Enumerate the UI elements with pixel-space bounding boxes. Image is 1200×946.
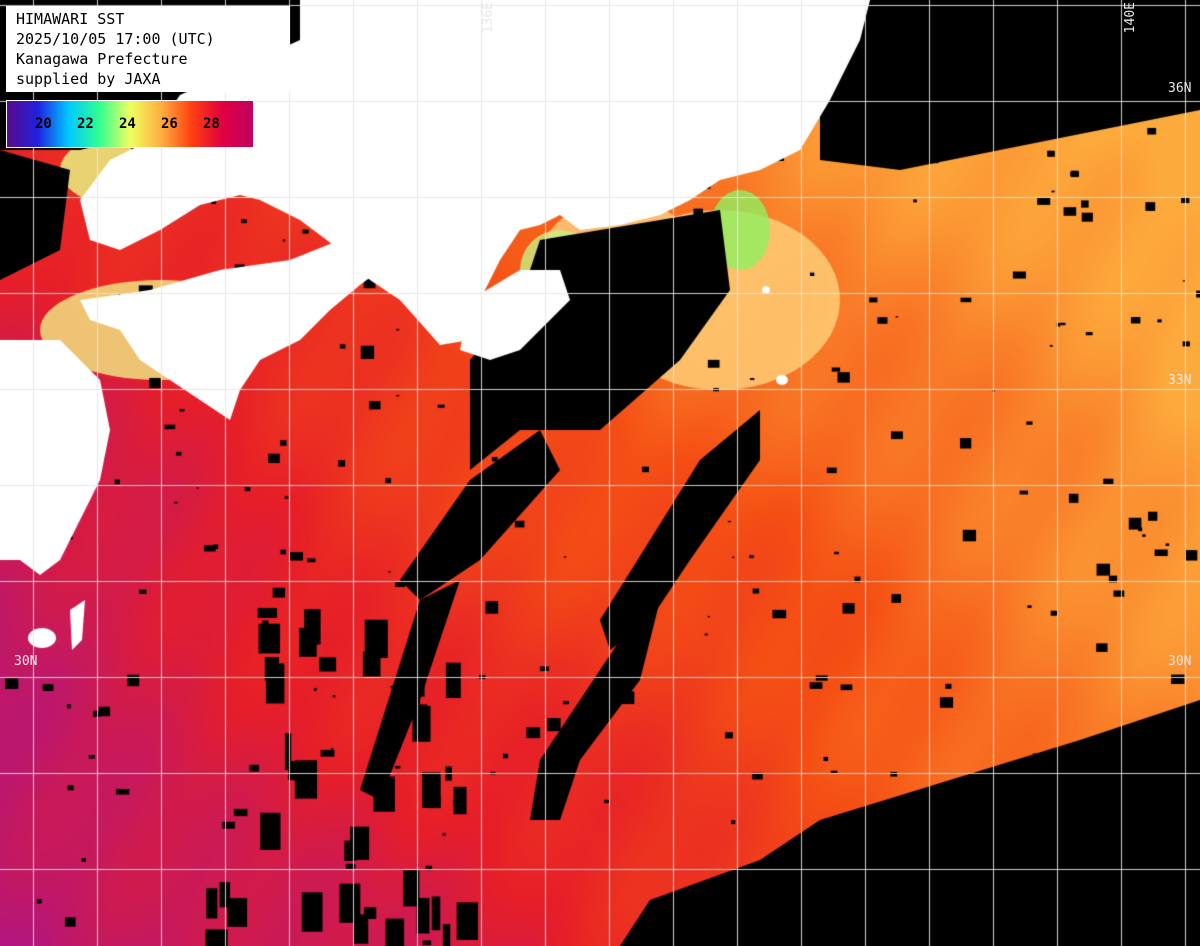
temperature-color-legend: 20 22 24 26 28 [6,100,254,148]
info-box: HIMAWARI SST 2025/10/05 17:00 (UTC) Kana… [6,6,290,92]
lat-label-36n-right: 36N [1168,81,1192,96]
legend-tick-20: 20 [35,116,52,132]
timestamp: 2025/10/05 17:00 (UTC) [16,30,215,48]
lon-label-140e: 140E [1123,2,1138,34]
data-credit: supplied by JAXA [16,70,161,88]
legend-tick-26: 26 [161,116,178,132]
legend-tick-24: 24 [119,116,136,132]
lat-label-30n-left: 30N [14,654,38,669]
lat-label-30n-right: 30N [1168,654,1192,669]
legend-tick-22: 22 [77,116,94,132]
legend-tick-28: 28 [203,116,220,132]
lon-label-136e: 136E [481,2,496,34]
legend-color-bar [7,101,253,147]
product-title: HIMAWARI SST [16,10,125,28]
organization: Kanagawa Prefecture [16,50,188,68]
lat-label-33n-right: 33N [1168,373,1192,388]
